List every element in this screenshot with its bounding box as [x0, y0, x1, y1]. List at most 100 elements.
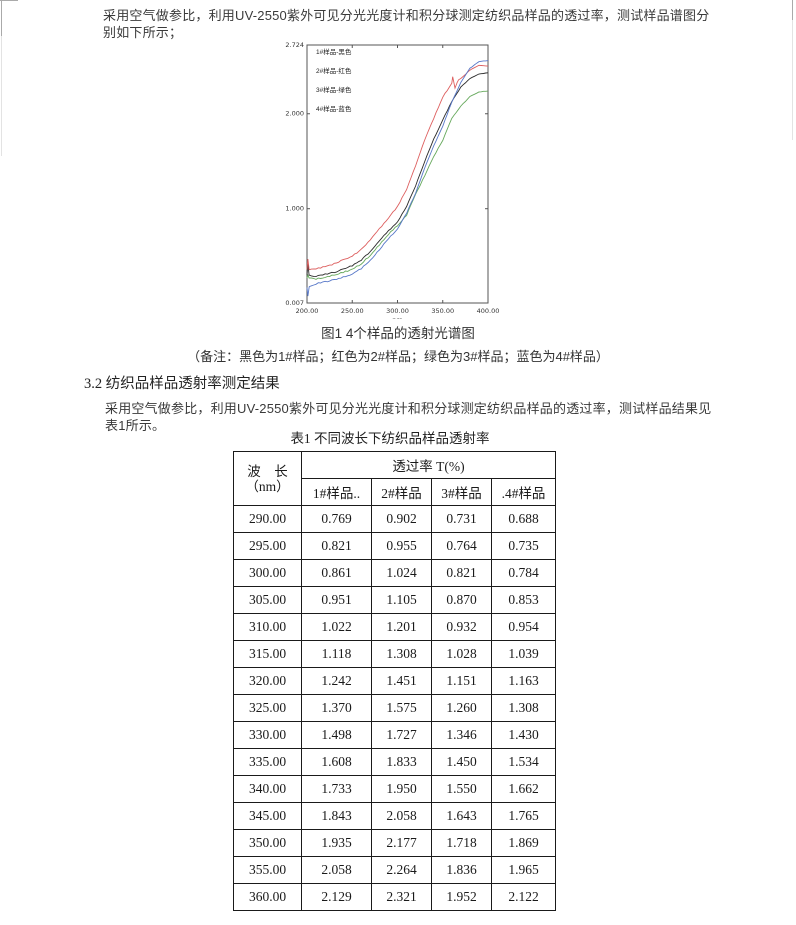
table-cell: 0.951 [301, 586, 372, 614]
table-row: 340.00 1.733 1.950 1.550 1.662 [233, 775, 556, 803]
x-axis-label: 350.00 [431, 307, 454, 315]
table-cell: 330.00 [233, 721, 302, 749]
table-title: 表1 不同波长下纺织品样品透射率 [290, 431, 490, 446]
table-cell: 1.534 [491, 748, 556, 776]
table-cell: 0.784 [491, 559, 556, 587]
y-axis-label: 1.000 [285, 205, 304, 213]
spectra-chart: 1#样品-黑色 2#样品-红色 3#样品-绿色 4#样品-蓝色 2.724 2.0… [268, 35, 530, 319]
page-edge-top [0, 0, 18, 1]
table-cell: 1.450 [431, 748, 492, 776]
table-cell: 1.151 [431, 667, 492, 695]
legend-item-4: 4#样品-蓝色 [316, 106, 352, 113]
table-cell: 1.608 [301, 748, 372, 776]
col-header-sample2: 2#样品 [371, 478, 432, 506]
table-cell: 335.00 [233, 748, 302, 776]
table-cell: 1.105 [371, 586, 432, 614]
table-cell: 0.861 [301, 559, 372, 587]
table-row: 300.00 0.861 1.024 0.821 0.784 [233, 559, 556, 587]
table-row: 310.00 1.022 1.201 0.932 0.954 [233, 613, 556, 641]
table-row: 320.00 1.242 1.451 1.151 1.163 [233, 667, 556, 695]
table-row: 355.00 2.058 2.264 1.836 1.965 [233, 856, 556, 884]
table-cell: 1.843 [301, 802, 372, 830]
table-row: 350.00 1.935 2.177 1.718 1.869 [233, 829, 556, 857]
table-cell: 1.308 [491, 694, 556, 722]
table-cell: 2.122 [491, 883, 556, 911]
table-cell: 1.733 [301, 775, 372, 803]
section-heading: 3.2 纺织品样品透射率测定结果 [84, 376, 280, 392]
series-line [306, 60, 489, 297]
table-row: 315.00 1.118 1.308 1.028 1.039 [233, 640, 556, 668]
table-cell: 1.498 [301, 721, 372, 749]
table-cell: 2.058 [301, 856, 372, 884]
table-row: 335.00 1.608 1.833 1.450 1.534 [233, 748, 556, 776]
table-cell: 0.954 [491, 613, 556, 641]
table-cell: 1.242 [301, 667, 372, 695]
table-cell: 1.370 [301, 694, 372, 722]
chart-frame [306, 44, 489, 304]
table-cell: 0.688 [491, 505, 556, 533]
y-axis-label: 2.724 [285, 41, 304, 49]
x-axis-unit: nm [392, 316, 402, 319]
table-cell: 305.00 [233, 586, 302, 614]
table-row: 330.00 1.498 1.727 1.346 1.430 [233, 721, 556, 749]
wavelength-label: 波 长 [247, 463, 288, 479]
table-cell: 2.129 [301, 883, 372, 911]
table-cell: 1.718 [431, 829, 492, 857]
table-cell: 1.727 [371, 721, 432, 749]
col-header-sample1: 1#样品.. [301, 478, 372, 506]
table-cell: 340.00 [233, 775, 302, 803]
table-cell: 1.950 [371, 775, 432, 803]
table-cell: 1.869 [491, 829, 556, 857]
table-cell: 1.430 [491, 721, 556, 749]
table-cell: 1.836 [431, 856, 492, 884]
table-cell: 0.870 [431, 586, 492, 614]
series-line [306, 90, 489, 280]
table-cell: 1.662 [491, 775, 556, 803]
table-cell: 0.853 [491, 586, 556, 614]
table-row: 290.00 0.769 0.902 0.731 0.688 [233, 505, 556, 533]
table-cell: 0.932 [431, 613, 492, 641]
table-cell: 1.643 [431, 802, 492, 830]
series-line [306, 72, 489, 278]
table-cell: 2.177 [371, 829, 432, 857]
figure-caption: 图1 4个样品的透射光谱图 [321, 326, 475, 341]
table-cell: 1.952 [431, 883, 492, 911]
col-header-sample4: .4#样品 [491, 478, 556, 506]
table-cell: 295.00 [233, 532, 302, 560]
legend-item-1: 1#样品-黑色 [316, 49, 352, 56]
table-cell: 0.821 [301, 532, 372, 560]
table-cell: 2.264 [371, 856, 432, 884]
x-axis-label: 300.00 [386, 307, 409, 315]
page-edge-left-faint [1, 36, 2, 156]
transmittance-table: 波 长 （nm） 透过率 T(%) 1#样品.. 2#样品 3#样品 .4#样品… [233, 451, 556, 911]
table-cell: 315.00 [233, 640, 302, 668]
table-cell: 0.764 [431, 532, 492, 560]
table-row: 360.00 2.129 2.321 1.952 2.122 [233, 883, 556, 911]
results-paragraph: 采用空气做参比，利用UV-2550紫外可见分光光度计和积分球测定纺织品样品的透过… [105, 401, 712, 433]
table-cell: 0.955 [371, 532, 432, 560]
table-cell: 2.058 [371, 802, 432, 830]
table-row: 295.00 0.821 0.955 0.764 0.735 [233, 532, 556, 560]
chart-legend: 1#样品-黑色 2#样品-红色 3#样品-绿色 4#样品-蓝色 [316, 48, 351, 115]
table-cell: 355.00 [233, 856, 302, 884]
table-cell: 310.00 [233, 613, 302, 641]
table-cell: 1.575 [371, 694, 432, 722]
col-header-transmittance: 透过率 T(%) [301, 451, 556, 479]
table-row: 325.00 1.370 1.575 1.260 1.308 [233, 694, 556, 722]
series-line [306, 64, 489, 271]
intro-paragraph: 采用空气做参比，利用UV-2550紫外可见分光光度计和积分球测定纺织品样品的透过… [103, 8, 710, 40]
table-cell: 1.935 [301, 829, 372, 857]
page-edge-right [792, 0, 793, 20]
x-axis-label: 250.00 [341, 307, 364, 315]
table-cell: 2.321 [371, 883, 432, 911]
table-cell: 1.451 [371, 667, 432, 695]
table-cell: 1.163 [491, 667, 556, 695]
table-cell: 320.00 [233, 667, 302, 695]
x-axis-label: 200.00 [296, 307, 319, 315]
table-cell: 345.00 [233, 802, 302, 830]
table-cell: 360.00 [233, 883, 302, 911]
table-cell: 1.308 [371, 640, 432, 668]
table-cell: 325.00 [233, 694, 302, 722]
wavelength-unit: （nm） [245, 478, 290, 494]
